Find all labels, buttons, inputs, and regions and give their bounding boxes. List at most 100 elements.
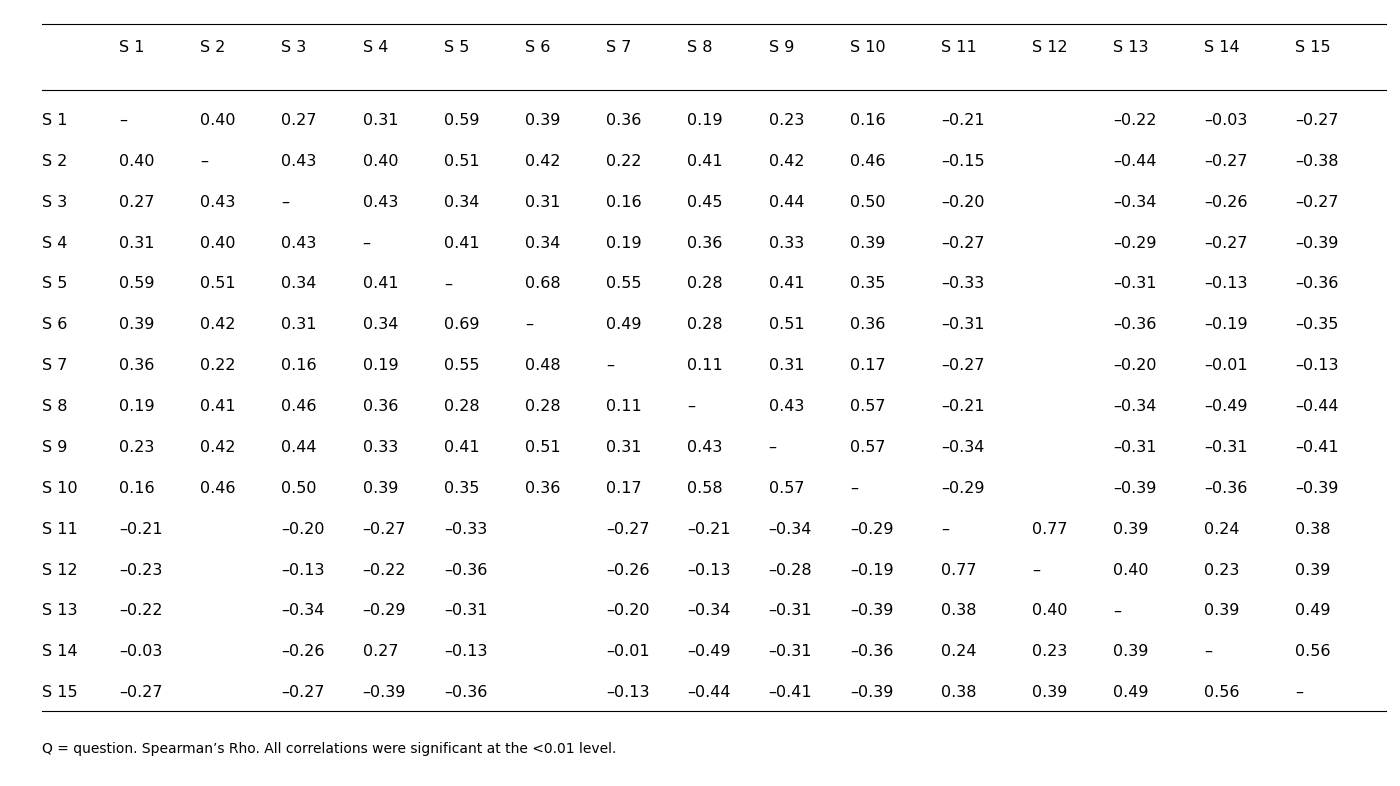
Text: 0.31: 0.31 (769, 358, 804, 373)
Text: –0.31: –0.31 (769, 645, 812, 659)
Text: 0.23: 0.23 (1204, 563, 1239, 578)
Text: 0.49: 0.49 (606, 318, 641, 332)
Text: –0.44: –0.44 (1295, 399, 1338, 414)
Text: S 4: S 4 (363, 40, 388, 55)
Text: 0.77: 0.77 (941, 563, 976, 578)
Text: –0.27: –0.27 (1204, 154, 1247, 169)
Text: 0.36: 0.36 (850, 318, 885, 332)
Text: –0.49: –0.49 (1204, 399, 1247, 414)
Text: –0.31: –0.31 (444, 604, 487, 619)
Text: –0.28: –0.28 (769, 563, 812, 578)
Text: –0.26: –0.26 (281, 645, 325, 659)
Text: –0.34: –0.34 (1113, 195, 1156, 210)
Text: S 10: S 10 (850, 40, 885, 55)
Text: 0.42: 0.42 (200, 440, 235, 455)
Text: –0.41: –0.41 (1295, 440, 1338, 455)
Text: –0.29: –0.29 (941, 481, 984, 496)
Text: –0.31: –0.31 (941, 318, 984, 332)
Text: 0.49: 0.49 (1295, 604, 1330, 619)
Text: 0.19: 0.19 (119, 399, 154, 414)
Text: –0.31: –0.31 (769, 604, 812, 619)
Text: 0.34: 0.34 (363, 318, 398, 332)
Text: 0.39: 0.39 (525, 113, 560, 128)
Text: 0.58: 0.58 (687, 481, 722, 496)
Text: S 12: S 12 (42, 563, 77, 578)
Text: 0.31: 0.31 (363, 113, 398, 128)
Text: S 15: S 15 (1295, 40, 1330, 55)
Text: –0.35: –0.35 (1295, 318, 1338, 332)
Text: –: – (1204, 645, 1212, 659)
Text: –0.20: –0.20 (606, 604, 650, 619)
Text: –0.21: –0.21 (941, 399, 984, 414)
Text: 0.41: 0.41 (444, 236, 479, 251)
Text: 0.56: 0.56 (1204, 685, 1239, 700)
Text: 0.45: 0.45 (687, 195, 722, 210)
Text: –0.29: –0.29 (363, 604, 406, 619)
Text: 0.41: 0.41 (363, 277, 398, 292)
Text: –0.49: –0.49 (687, 645, 731, 659)
Text: S 5: S 5 (42, 277, 67, 292)
Text: 0.40: 0.40 (1032, 604, 1067, 619)
Text: –0.03: –0.03 (1204, 113, 1247, 128)
Text: –0.29: –0.29 (850, 522, 893, 537)
Text: –0.21: –0.21 (119, 522, 162, 537)
Text: S 3: S 3 (42, 195, 67, 210)
Text: –0.34: –0.34 (941, 440, 984, 455)
Text: –0.23: –0.23 (119, 563, 162, 578)
Text: 0.43: 0.43 (363, 195, 398, 210)
Text: 0.34: 0.34 (525, 236, 560, 251)
Text: Q = question. Spearman’s Rho. All correlations were significant at the <0.01 lev: Q = question. Spearman’s Rho. All correl… (42, 743, 616, 756)
Text: –0.26: –0.26 (1204, 195, 1247, 210)
Text: S 1: S 1 (42, 113, 67, 128)
Text: 0.77: 0.77 (1032, 522, 1067, 537)
Text: 0.28: 0.28 (687, 318, 722, 332)
Text: 0.35: 0.35 (850, 277, 885, 292)
Text: –0.34: –0.34 (281, 604, 325, 619)
Text: S 11: S 11 (42, 522, 78, 537)
Text: 0.33: 0.33 (769, 236, 804, 251)
Text: 0.41: 0.41 (444, 440, 479, 455)
Text: –: – (1295, 685, 1303, 700)
Text: S 3: S 3 (281, 40, 307, 55)
Text: S 8: S 8 (687, 40, 713, 55)
Text: 0.38: 0.38 (941, 604, 976, 619)
Text: 0.42: 0.42 (525, 154, 560, 169)
Text: –0.27: –0.27 (941, 236, 984, 251)
Text: –: – (119, 113, 127, 128)
Text: –: – (200, 154, 209, 169)
Text: 0.36: 0.36 (119, 358, 154, 373)
Text: S 7: S 7 (42, 358, 67, 373)
Text: –: – (687, 399, 696, 414)
Text: –0.36: –0.36 (850, 645, 893, 659)
Text: 0.56: 0.56 (1295, 645, 1330, 659)
Text: S 8: S 8 (42, 399, 67, 414)
Text: –0.13: –0.13 (1295, 358, 1338, 373)
Text: –0.29: –0.29 (1113, 236, 1156, 251)
Text: 0.38: 0.38 (941, 685, 976, 700)
Text: 0.43: 0.43 (687, 440, 722, 455)
Text: 0.59: 0.59 (444, 113, 479, 128)
Text: 0.39: 0.39 (1113, 645, 1148, 659)
Text: 0.46: 0.46 (281, 399, 316, 414)
Text: 0.39: 0.39 (1295, 563, 1330, 578)
Text: 0.35: 0.35 (444, 481, 479, 496)
Text: 0.57: 0.57 (850, 440, 885, 455)
Text: 0.31: 0.31 (119, 236, 154, 251)
Text: S 6: S 6 (525, 40, 550, 55)
Text: –0.20: –0.20 (1113, 358, 1156, 373)
Text: 0.41: 0.41 (200, 399, 235, 414)
Text: 0.68: 0.68 (525, 277, 560, 292)
Text: –0.27: –0.27 (941, 358, 984, 373)
Text: S 2: S 2 (42, 154, 67, 169)
Text: 0.40: 0.40 (200, 236, 235, 251)
Text: 0.11: 0.11 (687, 358, 724, 373)
Text: –0.03: –0.03 (119, 645, 162, 659)
Text: 0.16: 0.16 (119, 481, 154, 496)
Text: –: – (769, 440, 777, 455)
Text: –0.31: –0.31 (1204, 440, 1247, 455)
Text: 0.41: 0.41 (687, 154, 722, 169)
Text: –0.27: –0.27 (1204, 236, 1247, 251)
Text: –0.36: –0.36 (1295, 277, 1338, 292)
Text: –0.27: –0.27 (1295, 195, 1338, 210)
Text: 0.19: 0.19 (363, 358, 398, 373)
